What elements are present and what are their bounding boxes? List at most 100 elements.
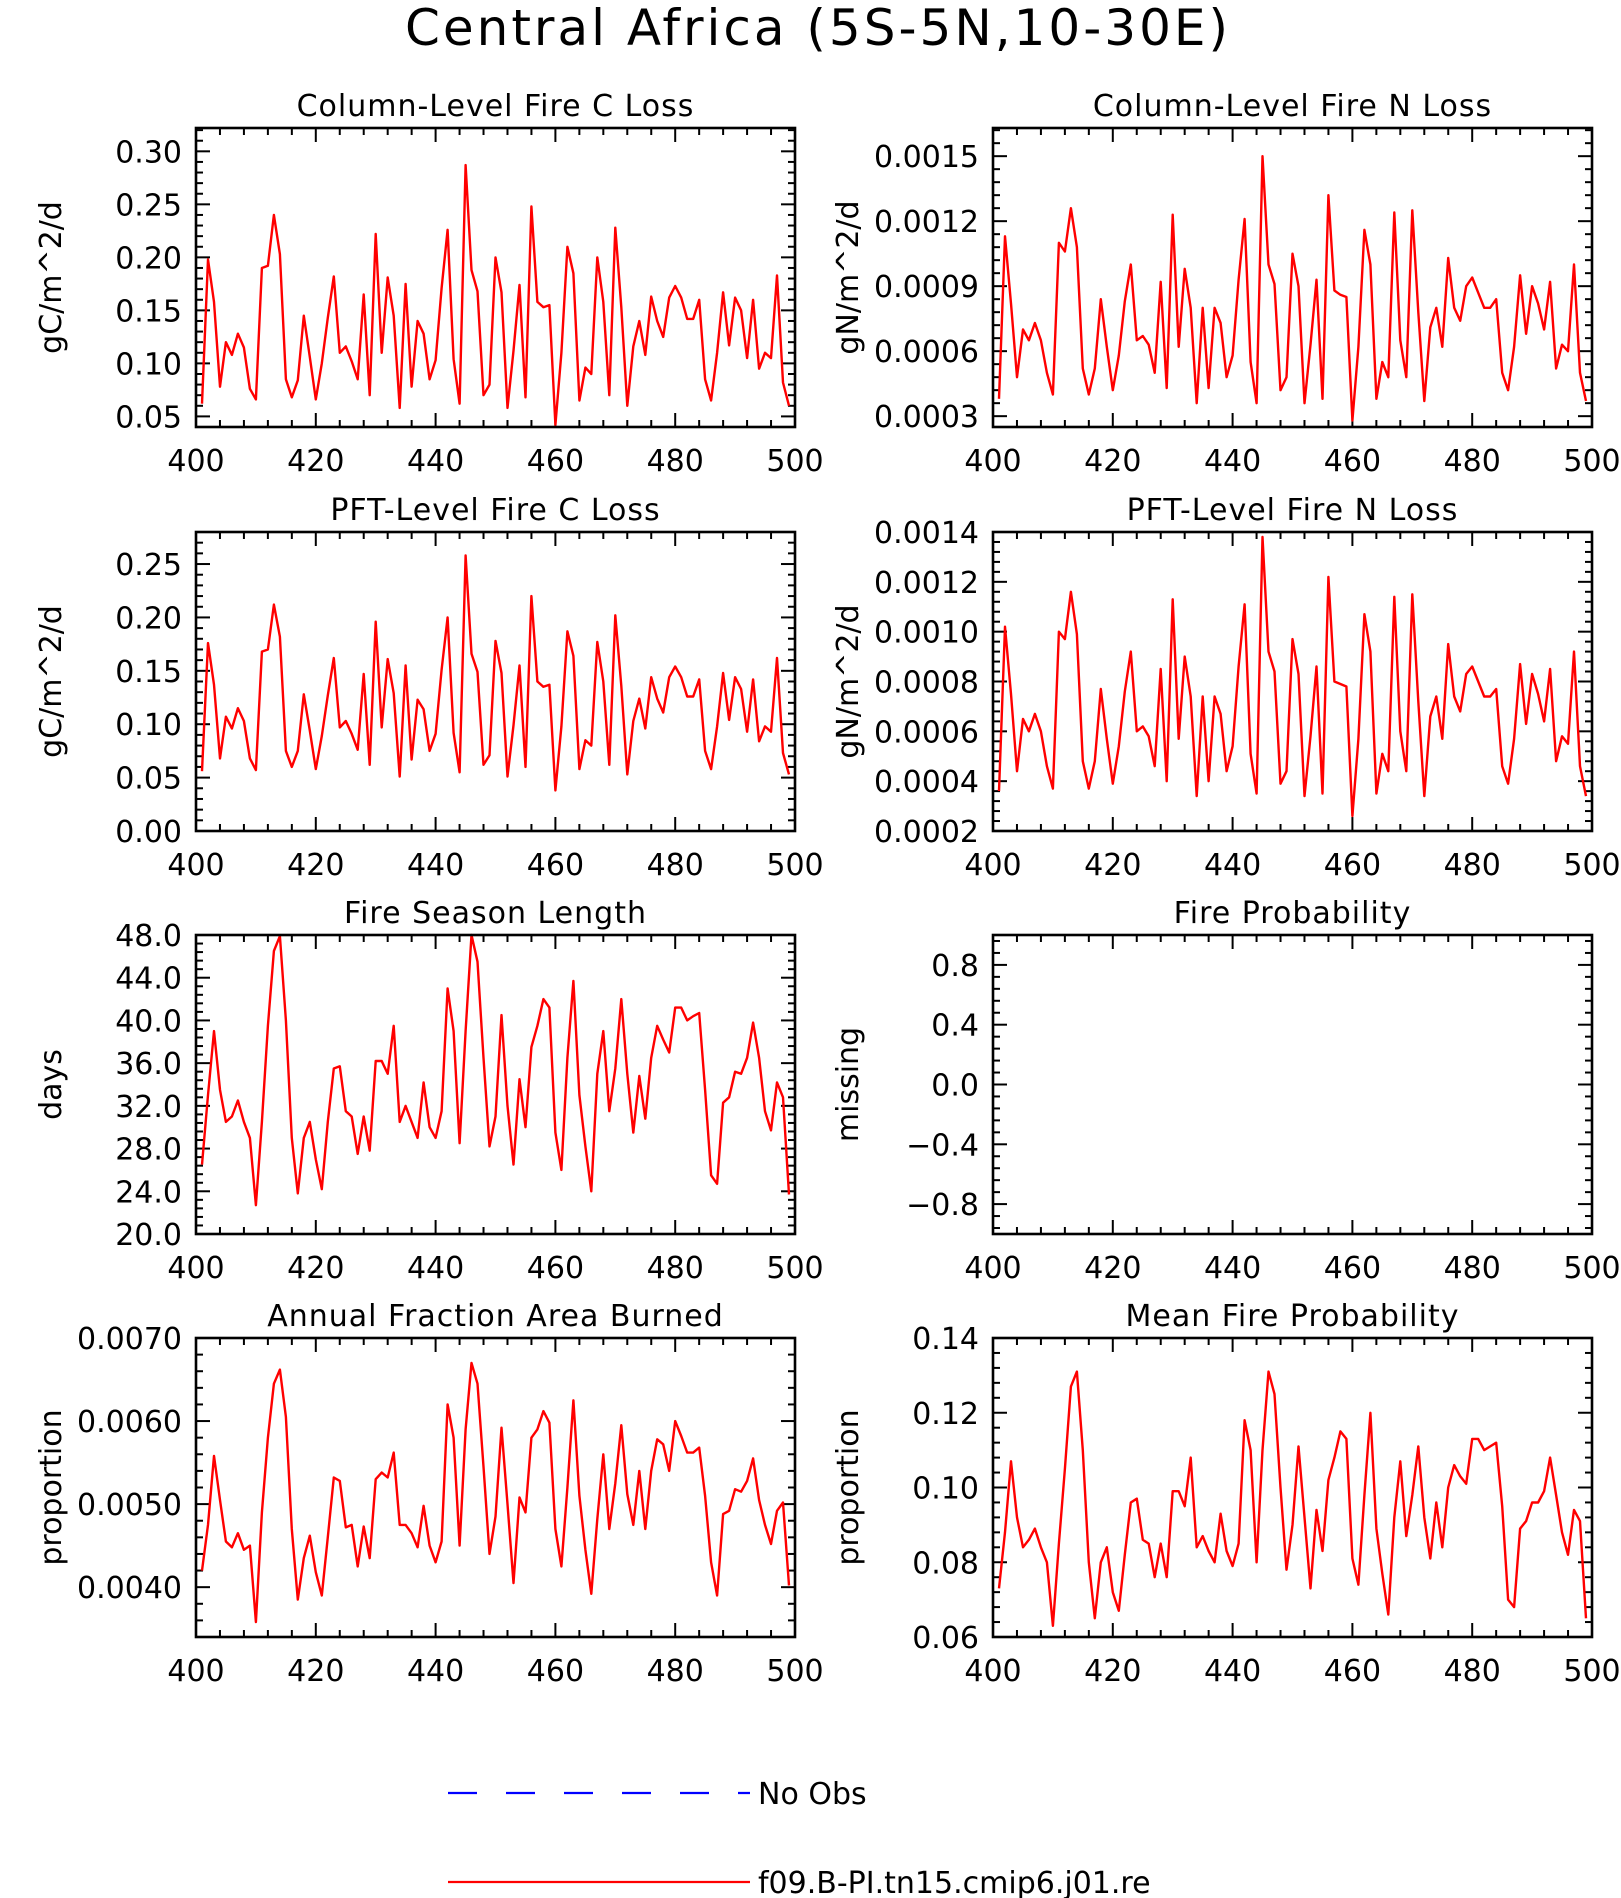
x-tick-label: 500 bbox=[1563, 1251, 1620, 1286]
y-tick-label: 0.05 bbox=[115, 762, 182, 797]
x-tick-label: 440 bbox=[1204, 848, 1261, 883]
plot-frame bbox=[991, 1336, 1594, 1639]
x-tick-label: 420 bbox=[1084, 444, 1141, 479]
y-tick-label: 0.08 bbox=[912, 1546, 979, 1581]
x-tick-label: 400 bbox=[964, 1654, 1021, 1689]
x-tick-label: 460 bbox=[1324, 1654, 1381, 1689]
y-tick-label: 0.0 bbox=[931, 1069, 979, 1104]
x-tick-label: 400 bbox=[167, 1251, 224, 1286]
y-tick-label: 0.10 bbox=[115, 708, 182, 743]
y-tick-label: 0.0008 bbox=[874, 666, 979, 701]
legend: No Obs f09.B-PI.tn15.cmip6.j01.re bbox=[448, 1777, 1151, 1898]
x-tick-label: 480 bbox=[1444, 1654, 1501, 1689]
chart-panel-2: Column-Level Fire N Loss gN/m^2/d 400 420 44… bbox=[831, 89, 1621, 479]
x-tick-label: 400 bbox=[964, 848, 1021, 883]
y-tick-label: 0.0002 bbox=[874, 815, 979, 850]
x-tick-label: 460 bbox=[527, 444, 584, 479]
plot-frame bbox=[194, 933, 797, 1236]
chart-panel-3: PFT-Level Fire C Loss gC/m^2/d 400 420 440 46… bbox=[34, 493, 824, 883]
y-tick-label: 0.0006 bbox=[874, 335, 979, 370]
y-tick-label: 0.0004 bbox=[874, 765, 979, 800]
y-axis-label: days bbox=[34, 1049, 69, 1120]
chart-panel-1: Column-Level Fire C Loss gC/m^2/d 400 420 44… bbox=[34, 89, 824, 479]
x-tick-label: 440 bbox=[407, 848, 464, 883]
chart-panel-5: Fire Season Length days 400 420 440 460 480 500… bbox=[34, 896, 824, 1286]
series-line bbox=[200, 933, 791, 1207]
x-tick-label: 420 bbox=[1084, 1251, 1141, 1286]
y-tick-label: 20.0 bbox=[115, 1218, 182, 1253]
plot-frame bbox=[991, 126, 1594, 429]
y-tick-label: 0.0014 bbox=[874, 516, 979, 551]
plot-frame bbox=[194, 1336, 797, 1639]
y-tick-label: 48.0 bbox=[115, 919, 182, 954]
x-tick-label: 480 bbox=[647, 1251, 704, 1286]
x-tick-label: 460 bbox=[1324, 848, 1381, 883]
y-tick-label: 0.12 bbox=[912, 1397, 979, 1432]
x-tick-label: 500 bbox=[1563, 848, 1620, 883]
y-tick-label: 28.0 bbox=[115, 1133, 182, 1168]
y-tick-label: 0.15 bbox=[115, 655, 182, 690]
plot-frame bbox=[991, 933, 1594, 1236]
x-tick-label: 440 bbox=[407, 1251, 464, 1286]
series-line bbox=[200, 163, 791, 427]
y-tick-label: 0.0040 bbox=[77, 1571, 182, 1606]
x-tick-label: 400 bbox=[964, 1251, 1021, 1286]
x-tick-label: 500 bbox=[1563, 1654, 1620, 1689]
y-tick-label: 0.25 bbox=[115, 548, 182, 583]
y-axis-label: proportion bbox=[831, 1409, 866, 1565]
x-tick-label: 420 bbox=[287, 1654, 344, 1689]
y-tick-label: 0.15 bbox=[115, 294, 182, 329]
x-tick-label: 460 bbox=[527, 1654, 584, 1689]
y-tick-label: 32.0 bbox=[115, 1090, 182, 1125]
x-tick-label: 460 bbox=[527, 848, 584, 883]
y-tick-label: 0.10 bbox=[115, 347, 182, 382]
y-tick-label: 0.8 bbox=[931, 949, 979, 984]
y-tick-label: 0.0009 bbox=[874, 270, 979, 305]
y-tick-label: −0.4 bbox=[906, 1128, 979, 1163]
x-tick-label: 420 bbox=[287, 444, 344, 479]
y-tick-label: 0.4 bbox=[931, 1009, 979, 1044]
panels-group: Column-Level Fire C Loss gC/m^2/d 400 420 44… bbox=[34, 89, 1621, 1689]
y-tick-label: 0.0015 bbox=[874, 140, 979, 175]
panel-title: PFT-Level Fire C Loss bbox=[330, 493, 660, 528]
y-tick-label: 0.0070 bbox=[77, 1322, 182, 1357]
x-tick-label: 500 bbox=[766, 848, 823, 883]
plot-frame bbox=[194, 530, 797, 833]
chart-panel-7: Annual Fraction Area Burned proportion 400… bbox=[34, 1299, 824, 1689]
chart-panel-8: Mean Fire Probability proportion 400 420 440… bbox=[831, 1299, 1621, 1689]
y-tick-label: 0.14 bbox=[912, 1322, 979, 1357]
x-tick-label: 400 bbox=[167, 1654, 224, 1689]
y-tick-label: 0.06 bbox=[912, 1621, 979, 1656]
y-tick-label: 0.05 bbox=[115, 400, 182, 435]
x-tick-label: 440 bbox=[407, 1654, 464, 1689]
y-tick-label: 0.0050 bbox=[77, 1488, 182, 1523]
y-tick-label: −0.8 bbox=[906, 1188, 979, 1223]
y-tick-label: 40.0 bbox=[115, 1004, 182, 1039]
x-tick-label: 420 bbox=[1084, 848, 1141, 883]
x-tick-label: 500 bbox=[766, 1654, 823, 1689]
y-tick-label: 0.30 bbox=[115, 135, 182, 170]
x-tick-label: 500 bbox=[1563, 444, 1620, 479]
series-line bbox=[200, 1361, 791, 1624]
series-line bbox=[997, 154, 1588, 422]
y-tick-label: 24.0 bbox=[115, 1175, 182, 1210]
x-tick-label: 480 bbox=[1444, 1251, 1501, 1286]
y-axis-label: gC/m^2/d bbox=[34, 605, 69, 758]
panel-title: PFT-Level Fire N Loss bbox=[1127, 493, 1459, 528]
legend-label-no-obs: No Obs bbox=[758, 1777, 867, 1812]
panel-title: Fire Season Length bbox=[344, 896, 647, 931]
chart-panel-6: Fire Probability missing 400 420 440 460 480 50… bbox=[831, 896, 1621, 1286]
plot-frame bbox=[991, 530, 1594, 833]
x-tick-label: 480 bbox=[647, 848, 704, 883]
x-tick-label: 440 bbox=[1204, 1654, 1261, 1689]
x-tick-label: 440 bbox=[1204, 1251, 1261, 1286]
panel-title: Column-Level Fire N Loss bbox=[1093, 89, 1492, 124]
y-axis-label: gC/m^2/d bbox=[34, 201, 69, 354]
x-tick-label: 420 bbox=[287, 1251, 344, 1286]
y-tick-label: 0.10 bbox=[912, 1472, 979, 1507]
y-axis-label: gN/m^2/d bbox=[831, 604, 866, 758]
panel-title: Annual Fraction Area Burned bbox=[267, 1299, 724, 1334]
x-tick-label: 420 bbox=[1084, 1654, 1141, 1689]
y-tick-label: 0.0060 bbox=[77, 1405, 182, 1440]
y-tick-label: 0.20 bbox=[115, 601, 182, 636]
